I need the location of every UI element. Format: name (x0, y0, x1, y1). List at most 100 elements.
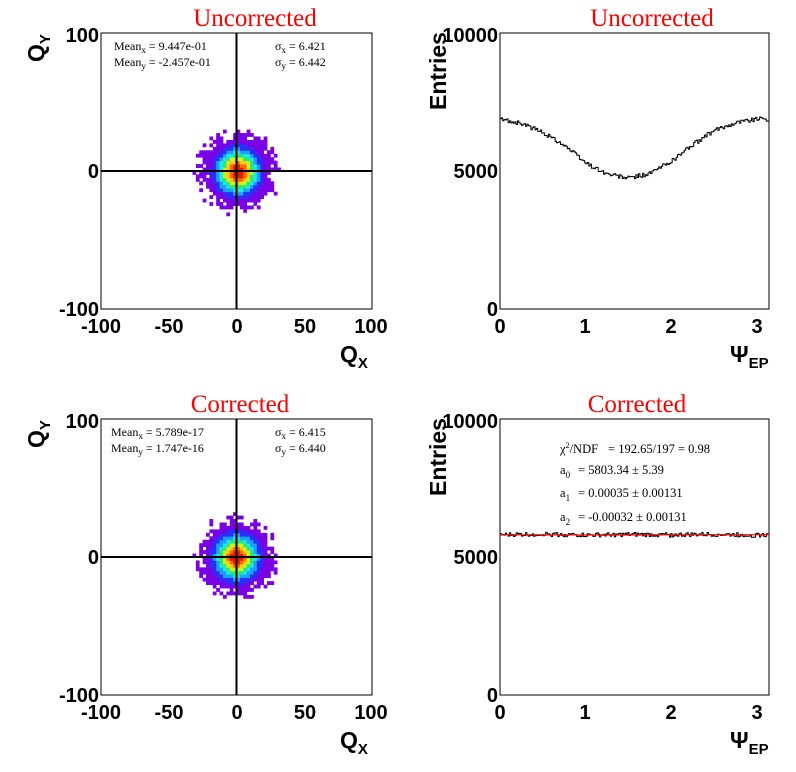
stat-sigma-y: σy = 6.442 (275, 55, 326, 71)
heatmap-cell (253, 167, 258, 172)
y-tick-label: 100 (66, 411, 99, 433)
heatmap-cell (243, 581, 248, 585)
heatmap-cell (209, 563, 214, 568)
heatmap-cell (212, 591, 217, 596)
heatmap-cell (219, 536, 224, 541)
heatmap-cell (212, 557, 217, 561)
heatmap-cell (243, 143, 248, 148)
heatmap-cell (222, 198, 227, 203)
heatmap-cell (212, 536, 217, 541)
heatmap-cell (246, 594, 251, 599)
heatmap-cell (250, 529, 254, 534)
heatmap-cell (206, 177, 210, 182)
heatmap-cell (236, 160, 241, 165)
x-ticks: -100 -50 0 50 100 (81, 702, 388, 724)
heatmap-cell (263, 560, 268, 565)
heatmap-cell (239, 574, 244, 579)
heatmap-cell (239, 560, 244, 565)
heatmap-cell (226, 139, 231, 144)
heatmap-cell (233, 139, 237, 144)
heatmap-cell (243, 563, 248, 568)
heatmap-cell (243, 150, 248, 155)
heatmap-cell (209, 195, 214, 199)
heatmap-cell (199, 567, 204, 572)
heatmap-cell (250, 567, 254, 572)
heatmap-cell (206, 532, 210, 537)
heatmap-cell (253, 136, 258, 141)
heatmap-cell (236, 198, 241, 203)
heatmap-cell (270, 160, 275, 165)
heatmap-cell (256, 177, 261, 182)
heatmap-cell (226, 570, 231, 575)
heatmap-cell (253, 570, 258, 575)
heatmap-cell (212, 570, 217, 575)
heatmap-cell (202, 171, 207, 175)
heatmap-cell (226, 205, 231, 210)
heatmap-cell (226, 167, 231, 172)
panel-title: Uncorrected (590, 5, 714, 32)
heatmap-cell (239, 164, 244, 168)
heatmap-cell (270, 550, 275, 554)
heatmap-cell (209, 529, 214, 534)
x-tick-label: -100 (81, 702, 121, 724)
heatmap-cell (202, 153, 207, 158)
heatmap-cell (222, 563, 227, 568)
heatmap-cell (270, 557, 275, 561)
heatmap-cell (233, 529, 237, 534)
heatmap-cell (216, 567, 220, 572)
y-ticks: -100 0 100 (59, 25, 99, 321)
heatmap-cell (260, 157, 264, 162)
heatmap-cell (239, 515, 244, 520)
heatmap-cell (219, 557, 224, 561)
heatmap-cell (243, 570, 248, 575)
heatmap-cell (202, 143, 207, 148)
heatmap-cell (216, 570, 220, 575)
heatmap-cell (256, 574, 261, 579)
entries-histogram-line (500, 116, 769, 180)
heatmap-cell (260, 195, 264, 199)
heatmap-cell (256, 205, 261, 210)
heatmap-cell (253, 160, 258, 165)
heatmap-cell (243, 543, 248, 548)
heatmap-cell (206, 563, 210, 568)
heatmap-cell (263, 539, 268, 544)
heatmap-cell (212, 150, 217, 155)
heatmap-cell (273, 191, 278, 196)
heatmap-cell (212, 546, 217, 551)
heatmap-cell (212, 532, 217, 537)
heatmap-cell (253, 546, 258, 551)
heatmap-cell (216, 184, 220, 189)
heatmap-cell (246, 588, 251, 592)
heatmap-cell (222, 574, 227, 579)
heatmap-cell (256, 529, 261, 534)
heatmap-cell (222, 594, 227, 599)
heatmap-cell (236, 171, 241, 175)
x-tick-label: 2 (665, 702, 676, 724)
heatmap-cell (226, 198, 231, 203)
panel-corrected-psi-distribution: Corrected χ2/NDF = 192.65/197 = 0.98 a0 = … (425, 391, 770, 758)
heatmap-cell (216, 539, 220, 544)
heatmap-cell (239, 198, 244, 203)
heatmap-cell (246, 177, 251, 182)
heatmap-cell (222, 522, 227, 527)
heatmap-cell (236, 546, 241, 551)
heatmap-cell (233, 550, 237, 554)
heatmap-cell (239, 143, 244, 148)
heatmap-cell (219, 157, 224, 162)
heatmap-cell (260, 563, 264, 568)
x-tick-label: -100 (81, 316, 121, 338)
heatmap-cell (216, 195, 220, 199)
heatmap-cell (236, 129, 241, 134)
heatmap-cell (216, 198, 220, 203)
heatmap-cell (256, 181, 261, 186)
heatmap-cell (260, 581, 264, 585)
heatmap-cell (226, 164, 231, 168)
heatmap-cell (239, 581, 244, 585)
heatmap-cell (256, 164, 261, 168)
heatmap-cell (226, 536, 231, 541)
heatmap-cell (236, 574, 241, 579)
heatmap-cell (226, 212, 231, 217)
heatmap-cell (219, 139, 224, 144)
heatmap-cell (253, 567, 258, 572)
heatmap-cell (236, 188, 241, 193)
